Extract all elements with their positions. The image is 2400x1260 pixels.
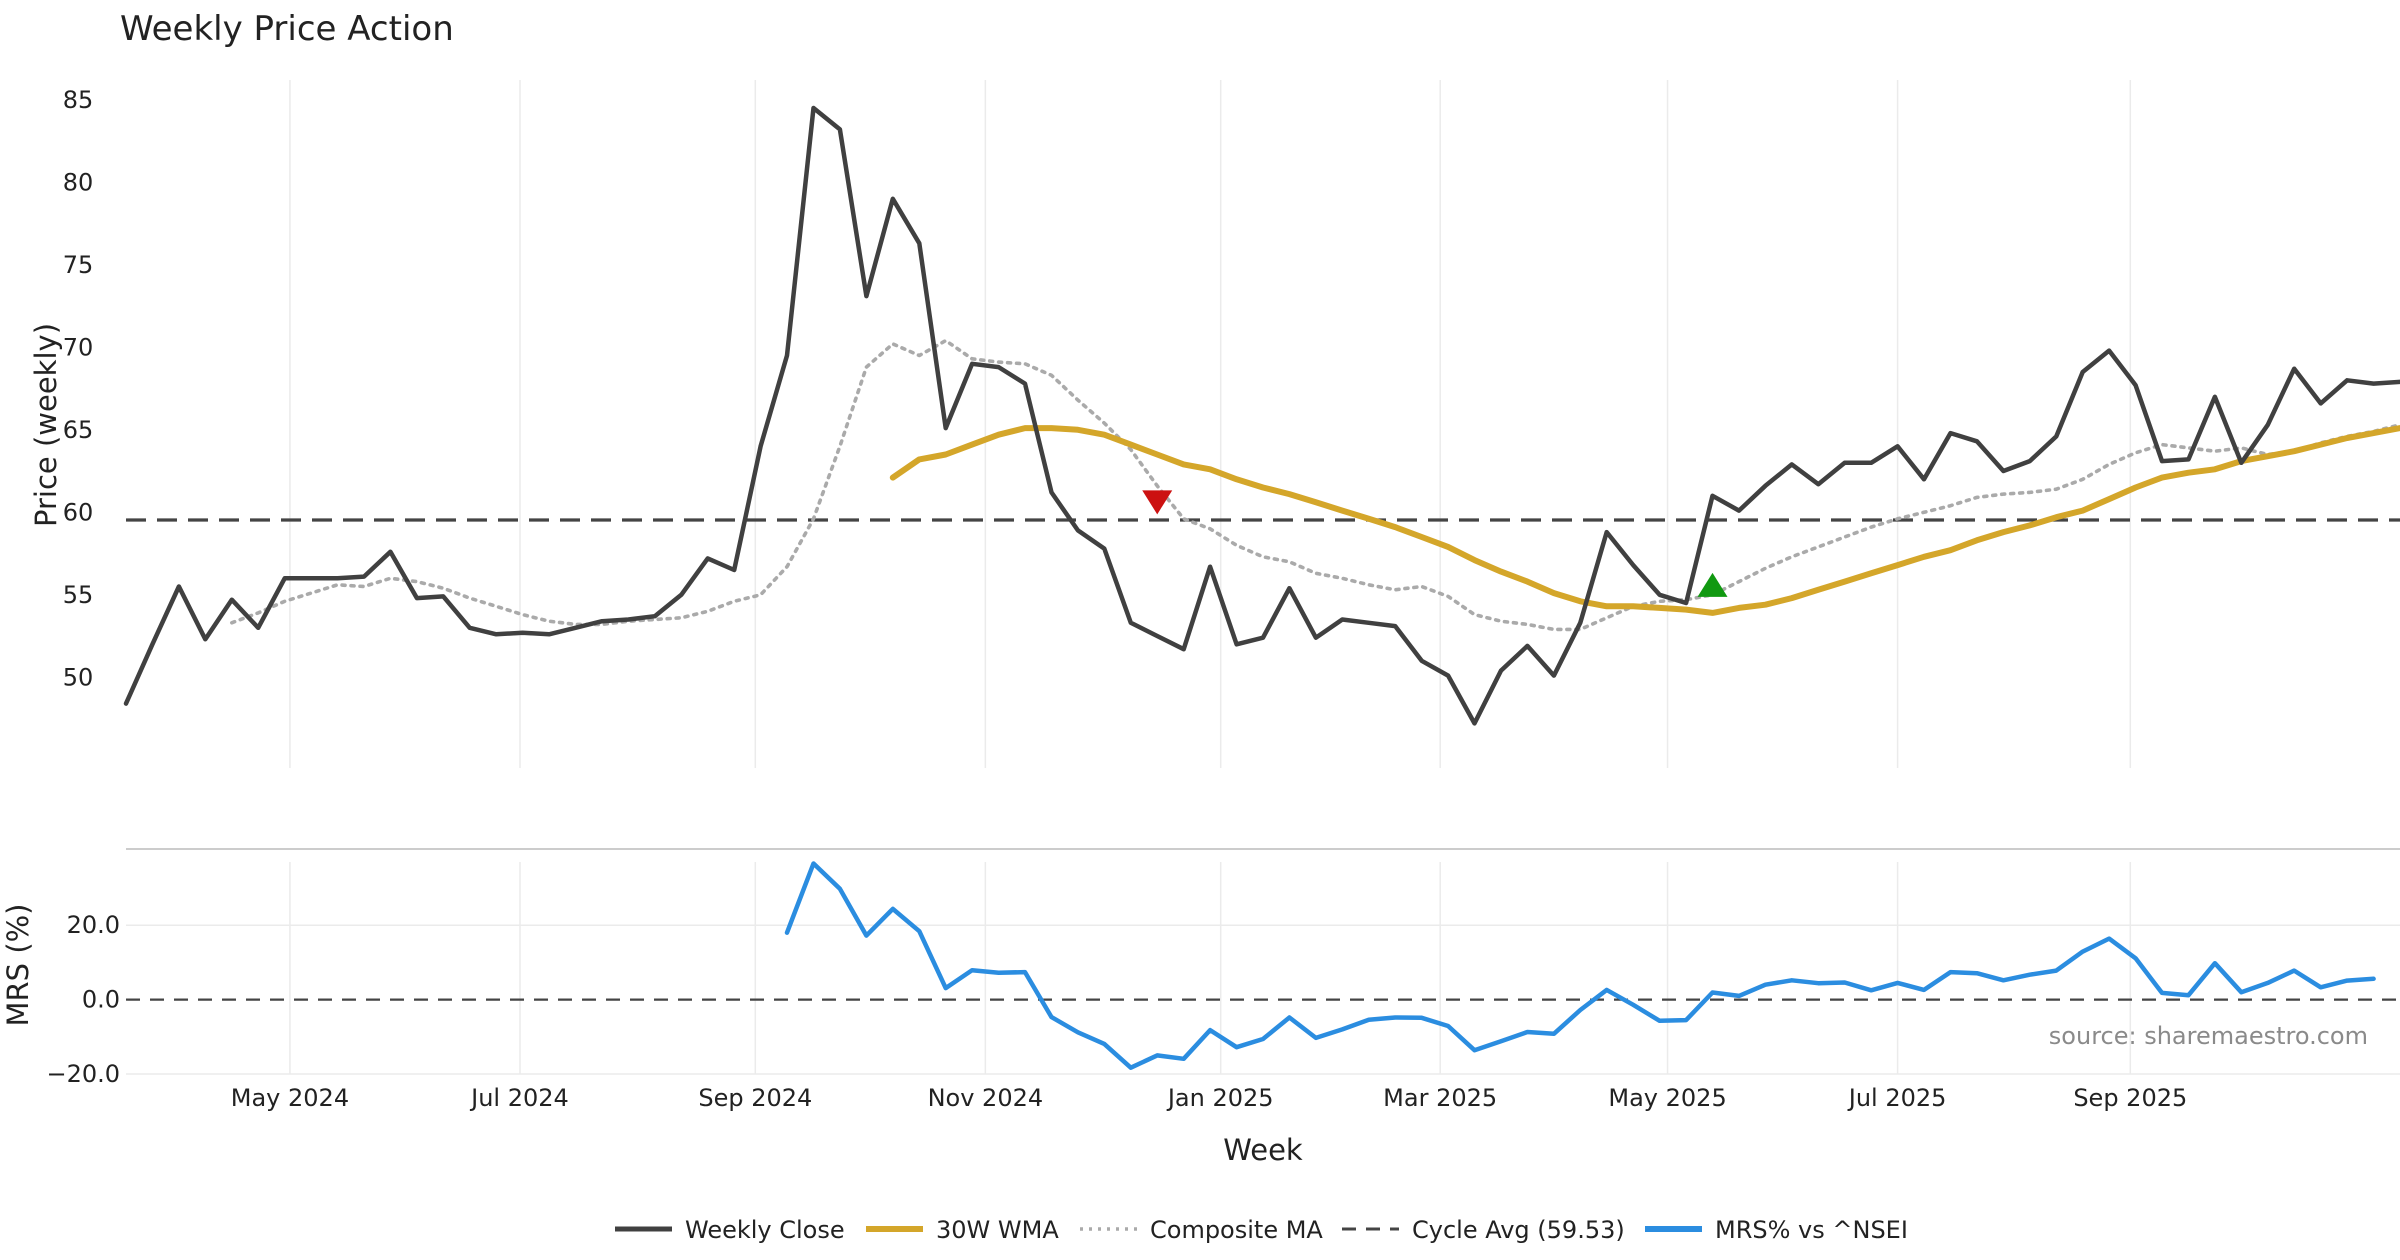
x-tick-label: Jul 2025 [1847,1084,1947,1112]
price-y-tick-label: 65 [63,416,94,444]
price-y-axis-label: Price (weekly) [29,323,63,527]
legend-label: 30W WMA [936,1216,1059,1244]
sell-signal-marker [1142,490,1173,515]
legend-label: Composite MA [1150,1216,1323,1244]
price-grid [289,80,2132,768]
legend-label: MRS% vs ^NSEI [1715,1216,1908,1244]
mrs-series [784,861,2376,1070]
mrs-y-axis-label: MRS (%) [1,904,35,1027]
price-y-tick-label: 55 [63,581,94,609]
signal-markers [1142,490,1728,597]
price-panel: 50 55 60 65 70 75 80 85 Price (weekly) [29,80,2400,768]
x-tick-label: Jan 2025 [1166,1084,1274,1112]
mrs-line [784,861,2376,1070]
legend-label: Cycle Avg (59.53) [1412,1216,1625,1244]
composite-ma-line [230,338,2400,632]
x-tick-label: Mar 2025 [1383,1084,1497,1112]
legend: Weekly Close 30W WMA Composite MA Cycle Avg… [615,1216,1908,1244]
mrs-y-ticks: 20.0 0.0 −20.0 [46,911,120,1088]
mrs-y-tick-label: 20.0 [67,911,120,939]
price-y-ticks: 50 55 60 65 70 75 80 85 [63,86,94,692]
x-tick-label: Nov 2024 [928,1084,1044,1112]
legend-label: Weekly Close [685,1216,845,1244]
x-tick-label: Sep 2025 [2073,1084,2187,1112]
x-tick-label: May 2025 [1608,1084,1726,1112]
source-note: source: sharemaestro.com [2049,1022,2368,1050]
x-axis-ticks: May 2024 Jul 2024 Sep 2024 Nov 2024 Jan 2025… [231,1084,2187,1112]
weekly-close-line [123,105,2400,726]
mrs-y-tick-label: −20.0 [46,1060,120,1088]
mrs-y-tick-label: 0.0 [82,986,120,1014]
mrs-grid [126,862,2400,1075]
price-y-tick-label: 60 [63,498,94,526]
price-series [123,105,2400,726]
chart-title: Weekly Price Action [120,9,454,49]
price-y-tick-label: 75 [63,251,94,279]
mrs-panel: 20.0 0.0 −20.0 MRS (%) source: sharemaestr… [1,861,2400,1088]
wma-30w-line [889,425,2400,616]
buy-signal-marker [1697,572,1728,597]
price-y-tick-label: 80 [63,168,94,196]
x-tick-label: Jul 2024 [469,1084,569,1112]
x-tick-label: Sep 2024 [698,1084,812,1112]
price-y-tick-label: 85 [63,86,94,114]
x-tick-label: May 2024 [231,1084,349,1112]
price-y-tick-label: 50 [63,663,94,691]
x-axis-label: Week [1223,1133,1303,1167]
price-y-tick-label: 70 [63,333,94,361]
